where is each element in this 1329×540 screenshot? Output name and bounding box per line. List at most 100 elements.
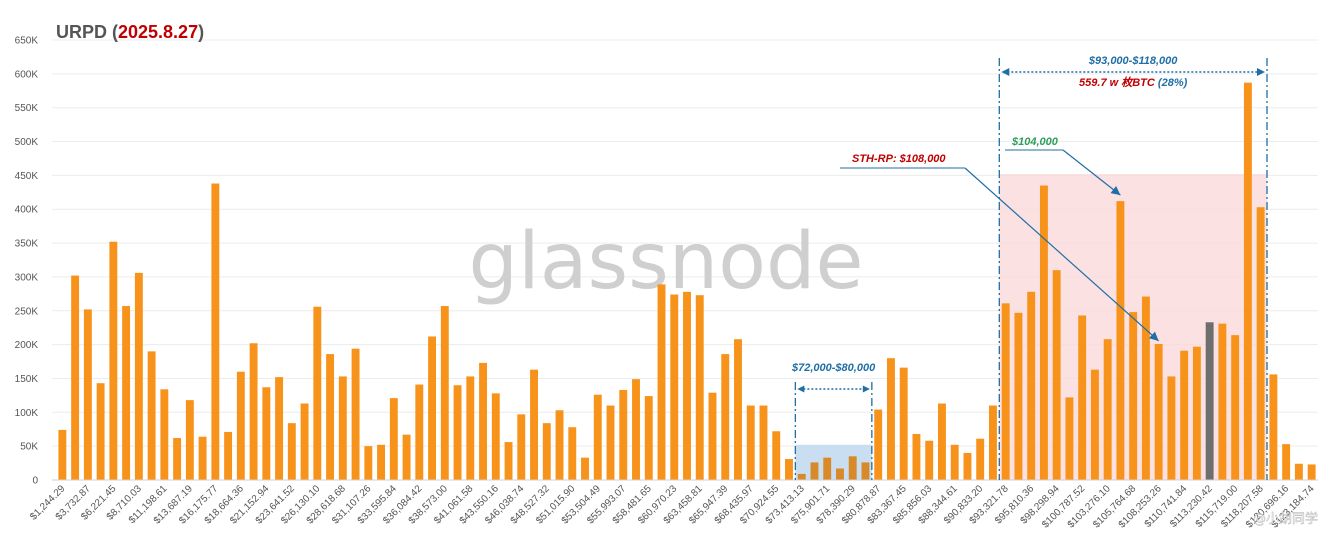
- bar: [224, 431, 233, 480]
- range-right-label: $93,000-$118,000: [1088, 55, 1178, 67]
- bar: [619, 389, 628, 480]
- bar: [861, 462, 870, 480]
- bar: [963, 452, 972, 480]
- bar: [402, 434, 411, 480]
- bar: [262, 387, 271, 480]
- y-tick-label: 50K: [20, 442, 38, 453]
- bar: [147, 351, 156, 480]
- y-tick-label: 550K: [15, 103, 39, 114]
- bar: [925, 440, 934, 480]
- bar: [1218, 323, 1227, 480]
- bar: [185, 400, 194, 480]
- bar: [1141, 296, 1150, 480]
- bar: [326, 354, 335, 480]
- bar: [338, 376, 347, 480]
- range-72k-80k-band: [795, 444, 872, 480]
- bar: [1116, 201, 1125, 480]
- bar: [708, 392, 717, 480]
- price-104k-label: $104,000: [1011, 136, 1059, 148]
- bar: [1103, 339, 1112, 480]
- bar: [1090, 369, 1099, 480]
- bar: [1001, 303, 1010, 480]
- bar: [1243, 82, 1252, 481]
- bar: [1154, 343, 1163, 480]
- y-axis-ticks: 0 50K 100K 150K 200K 250K 300K 350K 400K 450K 500K…: [15, 36, 39, 487]
- bar: [887, 358, 895, 480]
- bar: [1027, 291, 1036, 480]
- y-tick-label: 150K: [15, 374, 39, 385]
- bar: [988, 405, 997, 480]
- bar: [1307, 464, 1316, 480]
- bar: [734, 339, 742, 480]
- y-tick-label: 500K: [15, 137, 39, 148]
- bar: [211, 183, 220, 480]
- range-right-btc-amount: 559.7 w 枚BTC: [1079, 76, 1156, 89]
- bar: [848, 456, 857, 480]
- y-tick-label: 350K: [15, 239, 39, 250]
- bar: [772, 431, 781, 480]
- bar: [300, 403, 309, 480]
- bar: [785, 459, 793, 480]
- bar: [134, 272, 143, 480]
- title-suffix: ): [198, 22, 204, 42]
- bar: [173, 438, 182, 480]
- bar: [517, 414, 526, 480]
- bar: [122, 306, 131, 480]
- bar: [453, 385, 462, 480]
- bar: [275, 377, 284, 480]
- bar: [491, 393, 500, 480]
- bar: [351, 348, 360, 480]
- bar: [1231, 335, 1240, 480]
- bar: [1065, 397, 1074, 480]
- x-axis-ticks: $1,244.29$3,732.87$6,221.45$8,710.03$11,…: [28, 483, 1317, 530]
- bar: [657, 284, 666, 480]
- bar: [542, 423, 551, 480]
- range-right-arrowhead-right: [1257, 68, 1266, 76]
- sth-rp-arrowhead: [1148, 331, 1159, 341]
- annotations: $93,000-$118,000 559.7 w 枚BTC (28%) $72,…: [791, 55, 1268, 480]
- sth-rp-pointer: [964, 167, 1160, 342]
- bar: [1129, 312, 1138, 480]
- bar: [160, 389, 169, 480]
- y-tick-label: 600K: [15, 69, 39, 80]
- bar: [83, 309, 92, 480]
- bar: [1269, 374, 1278, 480]
- bar: [683, 291, 691, 480]
- price-104k-pointer: [1062, 149, 1121, 196]
- bar: [1205, 322, 1214, 480]
- bar: [568, 427, 577, 480]
- bar: [912, 433, 921, 480]
- bar: [950, 444, 959, 480]
- bar: [71, 275, 80, 480]
- bar: [440, 306, 449, 480]
- bar: [96, 383, 105, 480]
- bar: [415, 384, 424, 480]
- bar: [593, 394, 602, 480]
- bar: [836, 468, 844, 480]
- bar: [581, 457, 589, 480]
- bar: [1294, 463, 1303, 480]
- bar: [198, 436, 207, 480]
- range-right-sublabel: 559.7 w 枚BTC (28%): [1079, 76, 1188, 89]
- bar: [479, 362, 487, 480]
- corner-watermark: @小胡同学: [1253, 511, 1318, 527]
- bar: [606, 405, 615, 480]
- bar: [428, 336, 437, 480]
- bar: [1180, 350, 1189, 480]
- price-104k-arrowhead: [1110, 186, 1121, 196]
- y-tick-label: 200K: [15, 340, 39, 351]
- bar: [670, 294, 679, 480]
- bar: [1167, 376, 1176, 480]
- y-tick-label: 100K: [15, 408, 39, 419]
- bar: [1192, 346, 1201, 480]
- bar: [466, 376, 475, 480]
- bar: [746, 405, 755, 480]
- glassnode-watermark: glassnode: [469, 217, 864, 307]
- bar: [377, 444, 386, 480]
- bar: [236, 371, 245, 480]
- y-tick-label: 650K: [15, 36, 39, 47]
- bar: [1282, 444, 1291, 480]
- range-right-pct: (28%): [1158, 77, 1188, 89]
- bar: [555, 410, 564, 480]
